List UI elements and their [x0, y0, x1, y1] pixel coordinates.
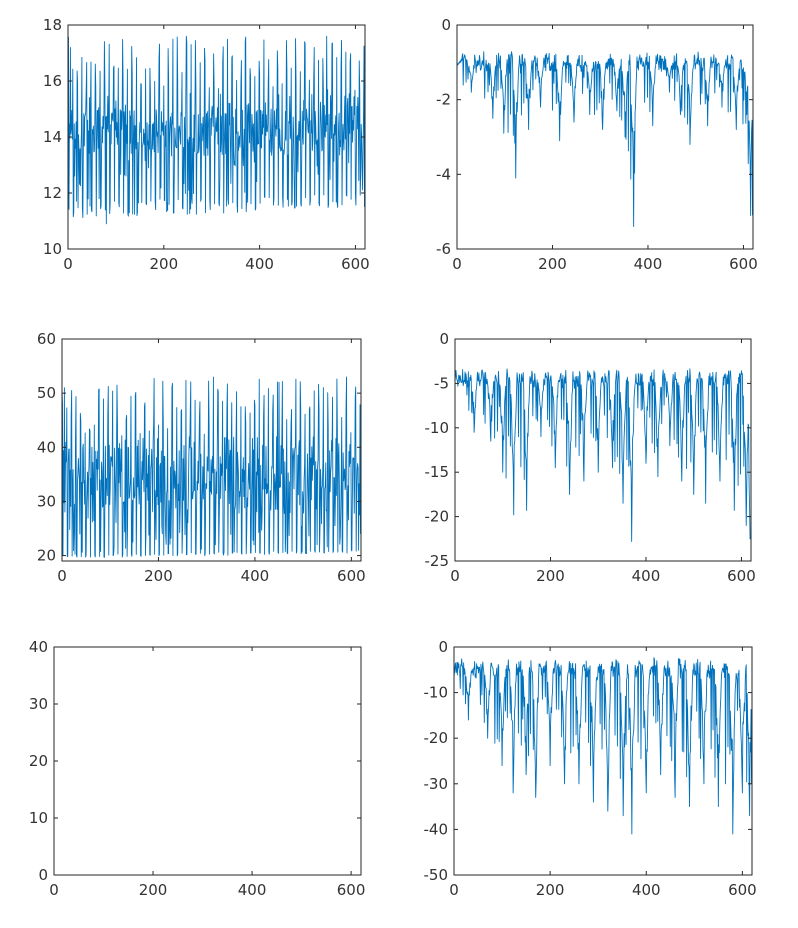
- x-tick-label: 200: [538, 255, 567, 273]
- y-tick-label: 14: [43, 128, 62, 146]
- x-tick-label: 400: [632, 567, 661, 585]
- series-line: [456, 51, 753, 228]
- y-tick-label: -30: [424, 775, 449, 793]
- x-tick-label: 600: [341, 255, 370, 273]
- y-tick-label: 0: [441, 16, 451, 34]
- panel-5: 0 200 400 600 0 10 20 30 40: [29, 638, 366, 899]
- x-tick-label: 200: [536, 881, 565, 899]
- y-tick-label: -10: [424, 684, 449, 702]
- x-tick-label: 400: [632, 881, 661, 899]
- y-tick-label: 0: [438, 638, 448, 656]
- x-tick-label: 600: [728, 881, 757, 899]
- axes-frame: [61, 338, 362, 562]
- x-tick-label: 0: [49, 881, 59, 899]
- x-tick-label: 600: [727, 567, 756, 585]
- axes-frame: [53, 646, 362, 876]
- x-tick-label: 200: [149, 255, 178, 273]
- series-line: [61, 376, 361, 558]
- x-tick-label: 400: [241, 567, 270, 585]
- x-tick-label: 400: [634, 255, 663, 273]
- y-tick-label: 10: [43, 240, 62, 258]
- x-tick-label: 0: [450, 567, 460, 585]
- y-tick-label: -20: [425, 508, 450, 526]
- x-tick-label: 0: [63, 255, 73, 273]
- y-tick-label: -15: [425, 463, 450, 481]
- y-tick-label: -25: [425, 552, 450, 570]
- y-tick-label: 30: [37, 492, 56, 510]
- y-tick-label: -10: [425, 419, 450, 437]
- y-tick-label: -5: [434, 374, 449, 392]
- panel-6: 0 200 400 600 -50 -40 -30 -20 -10 0: [424, 638, 757, 899]
- axes-border: [67, 24, 366, 250]
- x-tick-label: 200: [144, 567, 173, 585]
- x-tick-label: 400: [238, 881, 267, 899]
- y-tick-label: 0: [439, 330, 449, 348]
- x-tick-label: 600: [337, 881, 366, 899]
- axes-frame: [454, 338, 752, 562]
- y-tick-label: 10: [29, 809, 48, 827]
- axes-border: [61, 338, 362, 562]
- x-tick-label: 600: [337, 567, 366, 585]
- y-tick-label: -4: [436, 165, 451, 183]
- axes-border: [454, 338, 752, 562]
- panel-2: 0 200 400 600 -6 -4 -2 0: [436, 16, 758, 273]
- y-tick-label: 40: [37, 438, 56, 456]
- panel-4: 0 200 400 600 -25 -20 -15 -10 -5 0: [425, 330, 756, 585]
- series-line: [67, 35, 365, 225]
- y-tick-label: -20: [424, 729, 449, 747]
- x-tick-label: 600: [729, 255, 758, 273]
- x-tick-label: 0: [449, 881, 459, 899]
- y-tick-label: 12: [43, 184, 62, 202]
- axes-frame: [456, 24, 754, 250]
- x-tick-label: 0: [452, 255, 462, 273]
- axes-border: [53, 646, 362, 876]
- y-tick-label: -40: [424, 820, 449, 838]
- axes-frame: [453, 646, 753, 876]
- panel-3: 0 200 400 600 20 30 40 50 60: [37, 330, 366, 585]
- y-tick-label: 30: [29, 695, 48, 713]
- y-tick-label: -50: [424, 866, 449, 884]
- y-tick-label: 18: [43, 16, 62, 34]
- y-tick-label: 16: [43, 72, 62, 90]
- y-tick-label: 40: [29, 638, 48, 656]
- series-line: [454, 368, 751, 542]
- y-tick-label: -6: [436, 240, 451, 258]
- axes-border: [453, 646, 753, 876]
- x-tick-label: 400: [245, 255, 274, 273]
- x-tick-label: 0: [57, 567, 67, 585]
- y-tick-label: -2: [436, 91, 451, 109]
- y-tick-label: 20: [37, 547, 56, 565]
- y-tick-label: 50: [37, 384, 56, 402]
- axes-border: [456, 24, 754, 250]
- y-tick-label: 0: [38, 866, 48, 884]
- y-tick-label: 60: [37, 330, 56, 348]
- x-tick-label: 200: [536, 567, 565, 585]
- x-tick-label: 200: [139, 881, 168, 899]
- panel-1: 0 200 400 600 10 12 14 16 18: [43, 16, 370, 273]
- series-line: [453, 657, 752, 835]
- y-tick-label: 20: [29, 752, 48, 770]
